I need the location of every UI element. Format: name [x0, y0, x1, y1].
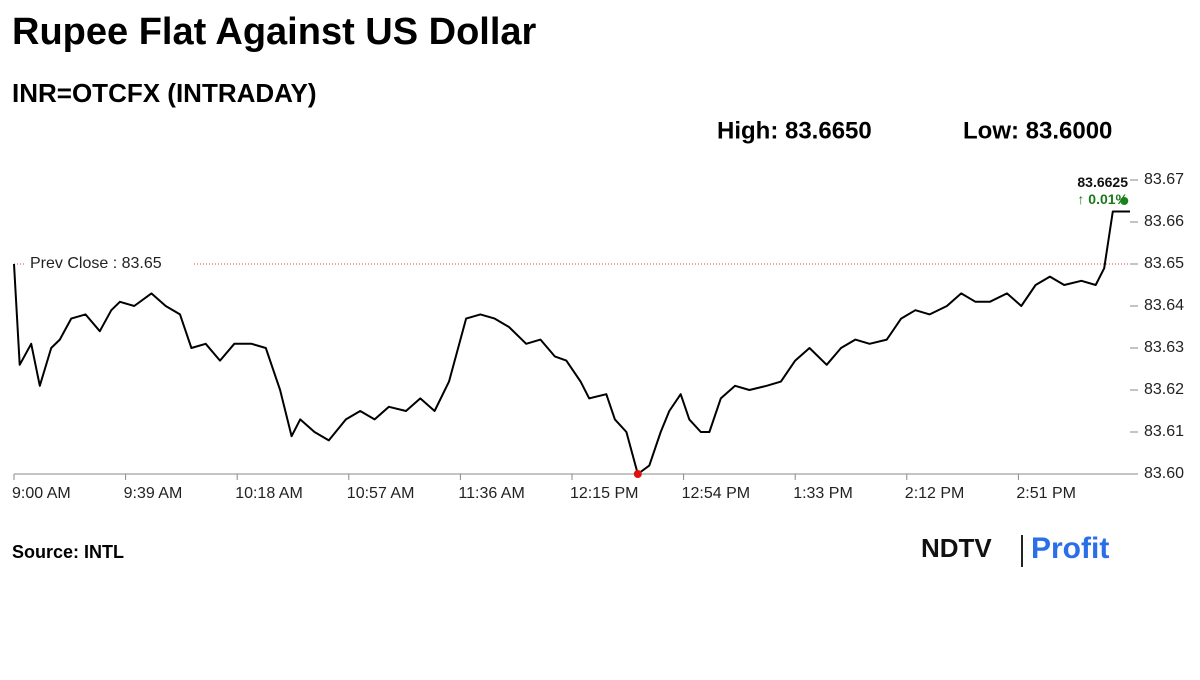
prev-close-label-bg — [26, 254, 192, 274]
x-tick-label: 9:00 AM — [12, 485, 71, 502]
y-tick-label: 83.65 — [1144, 255, 1184, 272]
y-tick-label: 83.61 — [1144, 423, 1184, 440]
x-tick-label: 2:51 PM — [1016, 485, 1076, 502]
x-tick-label: 12:54 PM — [682, 485, 750, 502]
x-tick-label: 10:57 AM — [347, 485, 415, 502]
logo-ndtv: NDTV — [921, 533, 992, 563]
prev-close-label: Prev Close : 83.65 — [30, 255, 162, 272]
x-tick-label: 11:36 AM — [458, 485, 524, 502]
x-tick-label: 1:33 PM — [793, 485, 853, 502]
x-tick-label: 9:39 AM — [124, 485, 183, 502]
x-tick-label: 12:15 PM — [570, 485, 638, 502]
last-value-label: 83.6625 — [1077, 174, 1128, 190]
source: Source: INTL — [12, 542, 124, 562]
chart-subtitle: INR=OTCFX (INTRADAY) — [12, 78, 317, 108]
high-marker — [1120, 197, 1129, 205]
low-marker — [633, 470, 642, 478]
high-label: High: 83.6650 — [717, 117, 872, 144]
y-tick-label: 83.62 — [1144, 381, 1184, 398]
x-tick-label: 10:18 AM — [235, 485, 303, 502]
chart-title: Rupee Flat Against US Dollar — [12, 11, 537, 53]
price-line — [13, 210, 1130, 475]
y-tick-label: 83.60 — [1144, 465, 1184, 482]
y-tick-label: 83.66 — [1144, 213, 1184, 230]
y-tick-label: 83.67 — [1144, 171, 1184, 188]
change-label: ↑ 0.01% — [1077, 191, 1128, 207]
x-tick-label: 2:12 PM — [905, 485, 965, 502]
y-tick-label: 83.64 — [1144, 297, 1184, 314]
low-label: Low: 83.6000 — [963, 117, 1112, 144]
logo-profit: Profit — [1031, 532, 1109, 565]
y-tick-label: 83.63 — [1144, 339, 1184, 356]
